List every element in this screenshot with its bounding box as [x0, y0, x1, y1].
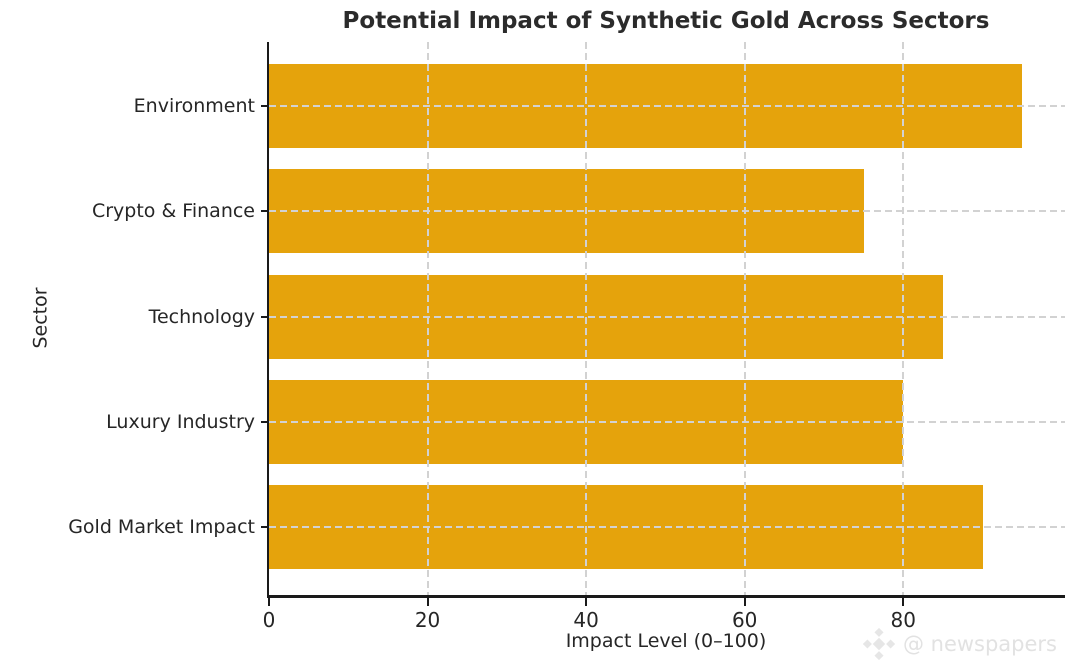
- x-tick: [902, 598, 905, 606]
- x-tick-label: 60: [731, 608, 758, 632]
- y-tick: [261, 526, 269, 529]
- y-tick-label: Technology: [148, 305, 255, 328]
- v-gridline: [585, 42, 588, 595]
- chart-title: Potential Impact of Synthetic Gold Acros…: [342, 8, 990, 34]
- y-tick-label: Gold Market Impact: [68, 516, 255, 539]
- x-tick-label: 40: [573, 608, 599, 632]
- watermark: @ newspapers: [862, 627, 1057, 661]
- y-tick: [261, 420, 269, 423]
- v-gridline: [426, 42, 429, 595]
- h-gridline: [269, 210, 1065, 213]
- h-gridline: [269, 315, 1065, 318]
- h-gridline: [269, 105, 1065, 107]
- x-tick-label: 0: [262, 608, 276, 632]
- y-tick: [261, 105, 269, 107]
- y-tick: [261, 210, 269, 213]
- y-tick-label: Environment: [133, 95, 255, 117]
- diamond-logo-icon: [862, 627, 896, 661]
- y-axis-label: Sector: [29, 287, 52, 349]
- y-tick-label: Luxury Industry: [106, 410, 255, 433]
- plot-area: Environment Crypto & Finance Technology Lux…: [68, 42, 1065, 632]
- h-gridline: [269, 526, 1065, 529]
- y-tick-label: Crypto & Finance: [91, 200, 255, 223]
- x-tick-label: 20: [414, 608, 441, 632]
- y-tick: [261, 315, 269, 318]
- h-gridline: [269, 420, 1065, 423]
- watermark-handle: @ newspapers: [902, 632, 1057, 656]
- x-tick: [426, 598, 429, 606]
- v-gridline: [902, 42, 905, 595]
- x-tick-label: 80: [890, 608, 916, 632]
- x-axis-label: Impact Level (0–100): [565, 630, 767, 652]
- x-tick: [743, 598, 746, 606]
- x-tick: [585, 598, 588, 606]
- v-gridline: [743, 42, 746, 595]
- x-tick: [268, 598, 270, 606]
